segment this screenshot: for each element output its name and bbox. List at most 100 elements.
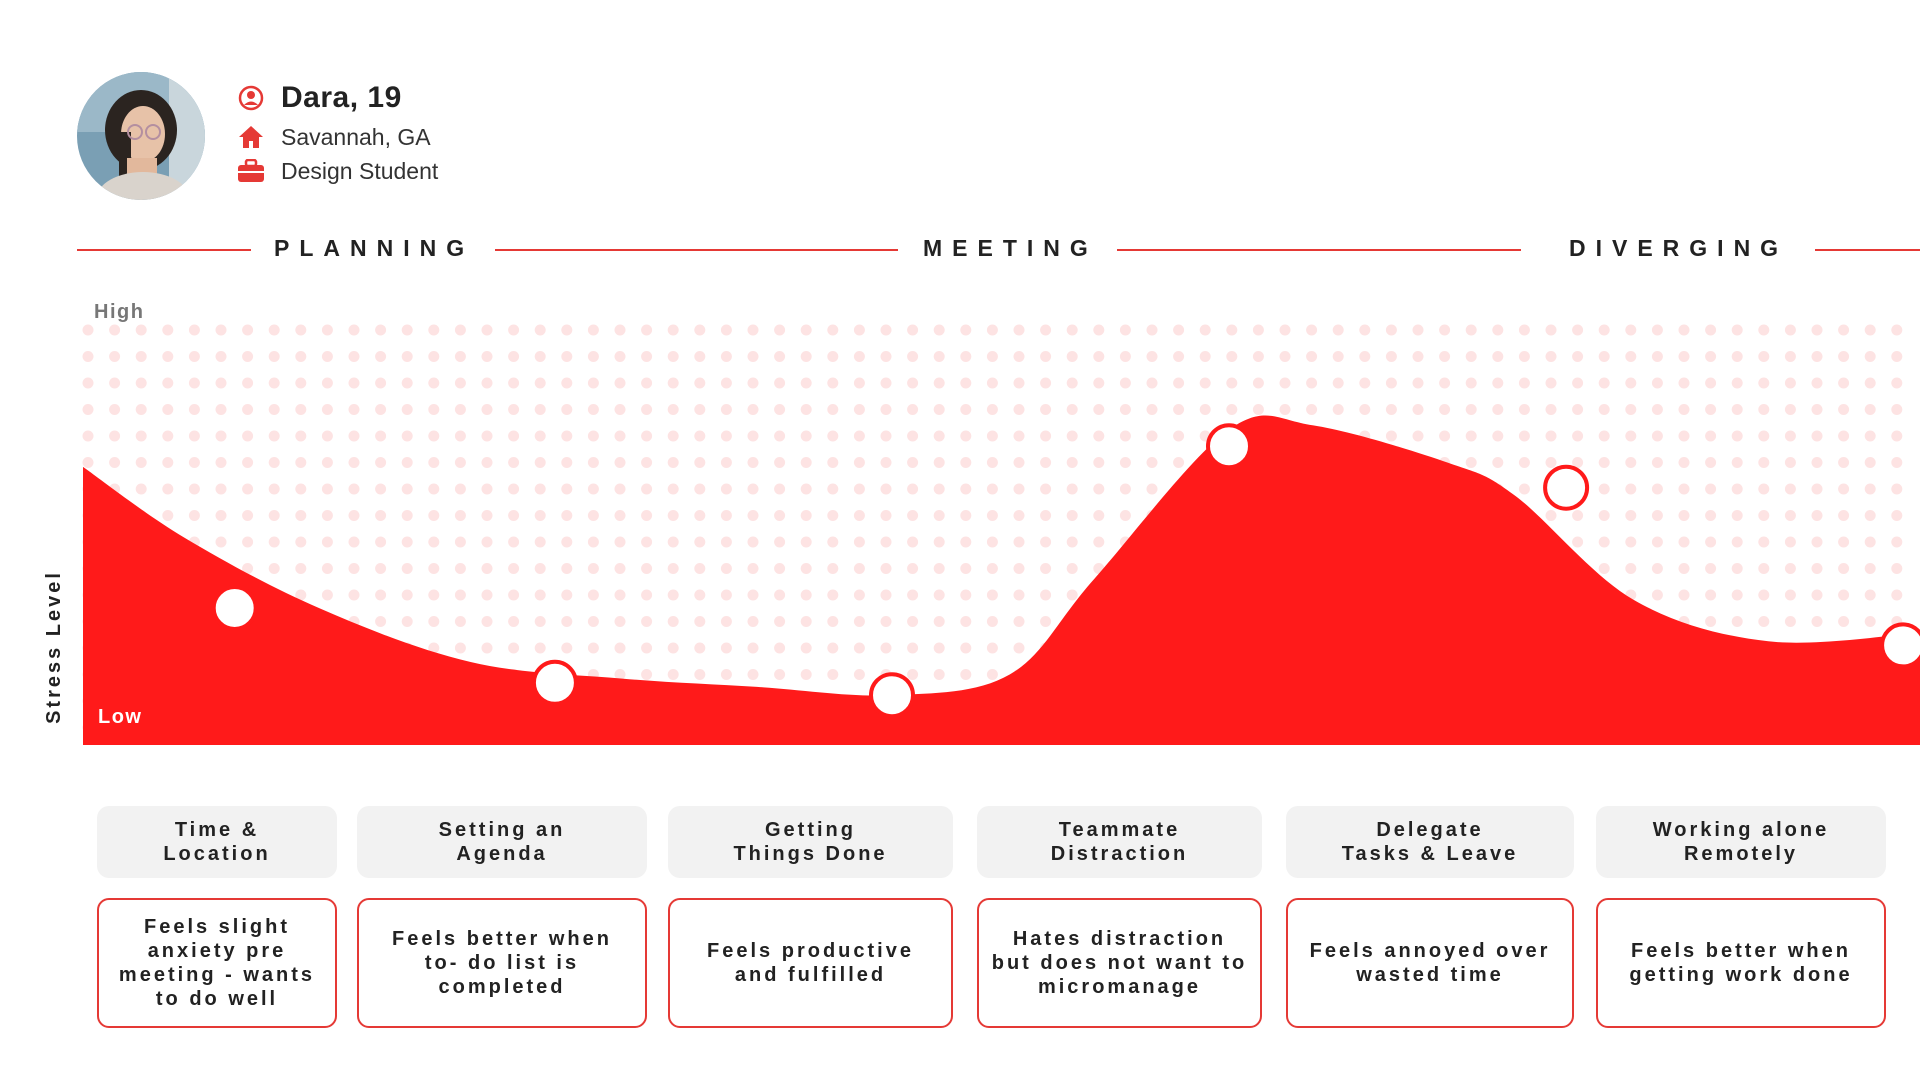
grid-dot [1093, 510, 1105, 521]
grid-dot [242, 430, 254, 442]
grid-dot [1705, 483, 1717, 495]
grid-dot [747, 510, 759, 521]
stress-point [869, 672, 915, 719]
grid-dot [614, 589, 626, 601]
grid-dot [747, 351, 759, 362]
grid-dot [162, 351, 174, 362]
grid-dot [1651, 536, 1663, 548]
avatar [77, 72, 205, 200]
grid-dot [454, 563, 466, 574]
grid-dot [1891, 483, 1903, 495]
grid-dot [561, 483, 573, 495]
phase-planning: PLANNING [274, 235, 475, 261]
grid-dot [1864, 430, 1876, 442]
grid-dot [561, 430, 573, 442]
grid-dot [561, 457, 573, 468]
grid-dot [907, 351, 919, 362]
grid-dot [853, 510, 865, 521]
grid-dot [587, 404, 599, 415]
grid-dot [1465, 351, 1477, 362]
grid-dot [720, 457, 732, 468]
phase-divider [495, 249, 898, 251]
grid-dot [481, 589, 493, 601]
grid-dot [1093, 483, 1105, 495]
grid-dot [587, 377, 599, 389]
grid-dot [1439, 377, 1451, 389]
grid-dot [880, 536, 892, 548]
grid-dot [774, 642, 786, 654]
grid-dot [1359, 324, 1371, 336]
grid-dot [1864, 404, 1876, 415]
grid-dot [135, 351, 147, 362]
grid-dot [268, 404, 280, 415]
grid-dot [508, 377, 520, 389]
grid-dot [907, 589, 919, 601]
persona-info: Dara, 19 Savannah, GA Design Student [237, 76, 438, 188]
stage-title: Time & Location [97, 806, 337, 878]
grid-dot [135, 457, 147, 468]
grid-dot [1146, 377, 1158, 389]
grid-dot [1838, 430, 1850, 442]
grid-dot [242, 510, 254, 521]
grid-dot [401, 589, 413, 601]
grid-dot [1093, 377, 1105, 389]
grid-dot [880, 404, 892, 415]
grid-dot [774, 616, 786, 627]
grid-dot [1385, 324, 1397, 336]
grid-dot [1013, 510, 1025, 521]
grid-dot [774, 589, 786, 601]
grid-dot [242, 351, 254, 362]
grid-dot [986, 510, 998, 521]
grid-dot [774, 536, 786, 548]
grid-dot [1891, 510, 1903, 521]
grid-dot [242, 457, 254, 468]
grid-dot [853, 404, 865, 415]
grid-dot [1891, 351, 1903, 362]
grid-dot [641, 669, 653, 680]
grid-dot [215, 351, 227, 362]
grid-dot [1784, 404, 1796, 415]
grid-dot [667, 669, 679, 680]
grid-dot [1040, 510, 1052, 521]
grid-dot [1891, 430, 1903, 442]
grid-dot [720, 351, 732, 362]
grid-dot [907, 536, 919, 548]
grid-dot [188, 324, 200, 336]
grid-dot [1545, 377, 1557, 389]
grid-dot [401, 324, 413, 336]
grid-dot [375, 510, 387, 521]
grid-dot [1758, 351, 1770, 362]
grid-dot [1891, 563, 1903, 574]
grid-dot [1784, 457, 1796, 468]
grid-dot [481, 377, 493, 389]
grid-dot [268, 430, 280, 442]
grid-dot [188, 457, 200, 468]
stage-title: Working alone Remotely [1596, 806, 1886, 878]
grid-dot [561, 642, 573, 654]
grid-dot [880, 616, 892, 627]
grid-dot [1173, 430, 1185, 442]
grid-dot [295, 483, 307, 495]
stress-point [1543, 464, 1590, 511]
grid-dot [1040, 351, 1052, 362]
grid-dot [1625, 324, 1637, 336]
grid-dot [401, 430, 413, 442]
grid-dot [960, 536, 972, 548]
grid-dot [1173, 351, 1185, 362]
grid-dot [534, 589, 546, 601]
grid-dot [1439, 430, 1451, 442]
grid-dot [162, 483, 174, 495]
grid-dot [960, 510, 972, 521]
grid-dot [188, 483, 200, 495]
grid-dot [1678, 430, 1690, 442]
grid-dot [853, 483, 865, 495]
grid-dot [960, 616, 972, 627]
grid-dot [1651, 404, 1663, 415]
grid-dot [614, 536, 626, 548]
grid-dot [1465, 324, 1477, 336]
grid-dot [1705, 377, 1717, 389]
grid-dot [960, 457, 972, 468]
grid-dot [880, 457, 892, 468]
grid-dot [880, 324, 892, 336]
grid-dot [853, 616, 865, 627]
